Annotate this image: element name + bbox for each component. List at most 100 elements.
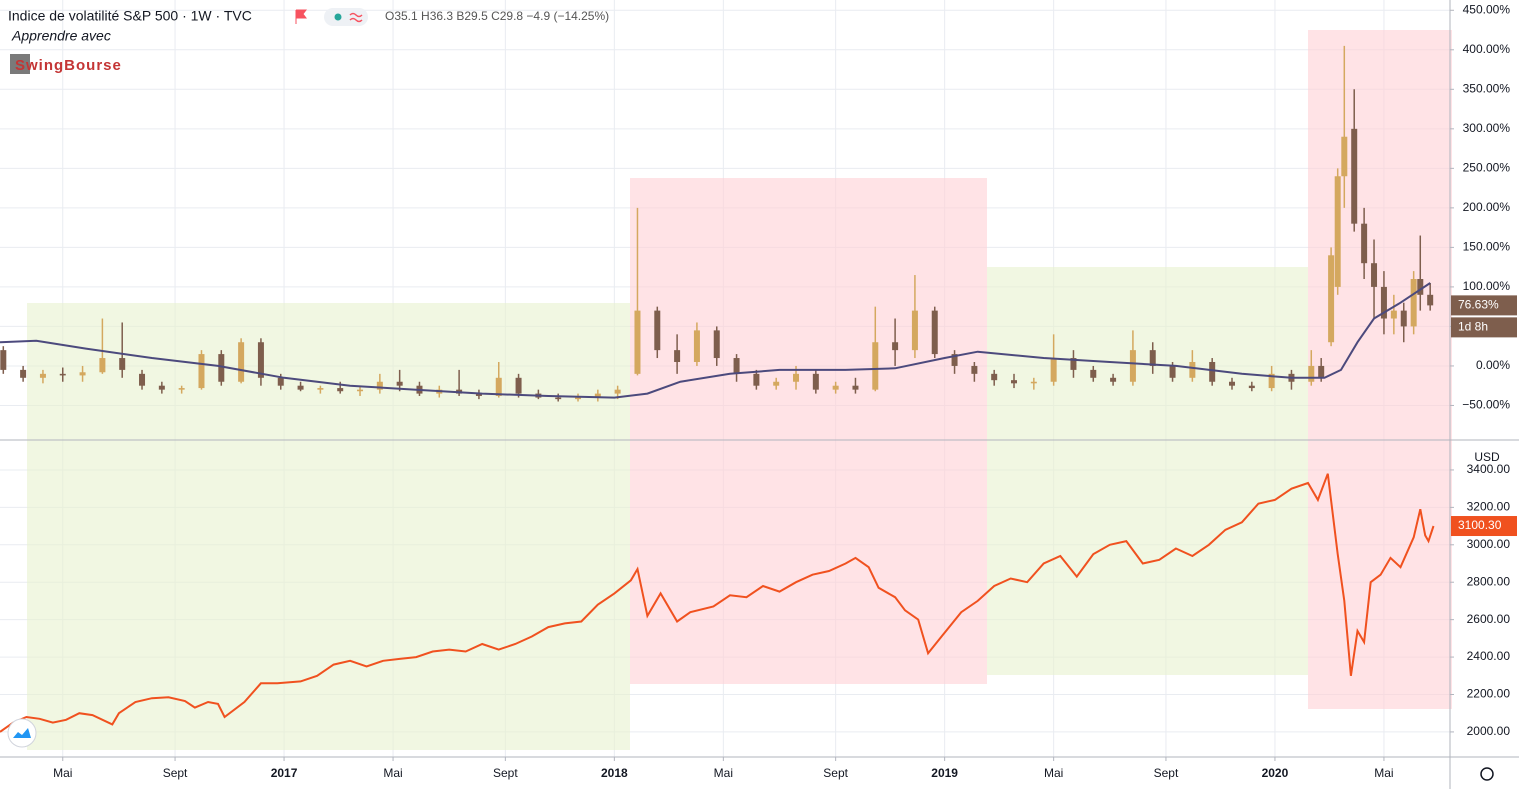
candle-body bbox=[198, 354, 205, 389]
flag-icon[interactable] bbox=[295, 9, 307, 24]
candle-body bbox=[931, 310, 938, 355]
y-tick-label: 3000.00 bbox=[1467, 537, 1511, 551]
candle-body bbox=[0, 350, 7, 370]
x-tick-label: 2020 bbox=[1262, 766, 1289, 780]
candle-body bbox=[376, 381, 383, 390]
candle-body bbox=[951, 354, 958, 366]
x-tick-label: 2017 bbox=[271, 766, 298, 780]
y-tick-label: 350.00% bbox=[1463, 81, 1511, 95]
candle-body bbox=[1308, 365, 1315, 382]
candle-body bbox=[991, 373, 998, 381]
candle-body bbox=[317, 388, 324, 390]
x-tick-label: Sept bbox=[493, 766, 518, 780]
candle-body bbox=[1050, 358, 1057, 382]
candle-body bbox=[555, 397, 562, 400]
candle-body bbox=[515, 377, 522, 394]
y-tick-label: 2200.00 bbox=[1467, 687, 1511, 701]
candle-body bbox=[218, 354, 225, 382]
candle-body bbox=[753, 373, 760, 386]
price-line bbox=[0, 473, 1435, 733]
candle-body bbox=[614, 389, 621, 394]
y-tick-label: 300.00% bbox=[1463, 121, 1511, 135]
candle-body bbox=[1229, 381, 1236, 386]
candle-body bbox=[39, 373, 46, 378]
x-tick-label: Mai bbox=[1044, 766, 1063, 780]
countdown-label-bg bbox=[1451, 317, 1517, 338]
candle-body bbox=[1129, 350, 1136, 382]
candle-body bbox=[1169, 365, 1176, 378]
candle-body bbox=[654, 310, 661, 351]
bear-zone bbox=[630, 178, 987, 684]
candle-body bbox=[257, 342, 264, 378]
candle-body bbox=[475, 393, 482, 396]
x-tick-label: Sept bbox=[1154, 766, 1179, 780]
tv-logo-mark bbox=[13, 728, 31, 738]
candle-body bbox=[238, 342, 245, 382]
y-tick-label: −50.00% bbox=[1462, 398, 1510, 412]
candle-body bbox=[971, 365, 978, 374]
y-tick-label: 400.00% bbox=[1463, 42, 1511, 56]
moving-average-line bbox=[0, 282, 1431, 399]
candle-body bbox=[773, 381, 780, 386]
candle-body bbox=[1361, 223, 1368, 264]
candle-body bbox=[1351, 128, 1358, 224]
tv-logo[interactable] bbox=[7, 718, 37, 748]
y-tick-label: 3200.00 bbox=[1467, 500, 1511, 514]
candle-body bbox=[357, 389, 364, 392]
candle-body bbox=[1318, 365, 1325, 378]
ohlc-readout: O35.1 H36.3 B29.5 C29.8 −4.9 (−14.25%) bbox=[385, 9, 609, 23]
candle-body bbox=[59, 373, 66, 376]
candle-body bbox=[297, 385, 304, 390]
last-value-label: 3100.30 bbox=[1458, 518, 1502, 532]
candle-body bbox=[872, 342, 879, 390]
wave-icon bbox=[349, 12, 363, 23]
marks bbox=[0, 45, 1435, 733]
y-tick-label: 2800.00 bbox=[1467, 574, 1511, 588]
candle-body bbox=[733, 358, 740, 374]
x-tick-label: Sept bbox=[163, 766, 188, 780]
x-tick-label: 2019 bbox=[931, 766, 958, 780]
last-value-label-bg bbox=[1451, 295, 1517, 316]
candle-body bbox=[495, 377, 502, 396]
candle-body bbox=[1209, 361, 1216, 382]
candle-body bbox=[892, 342, 899, 351]
candle-body bbox=[1189, 361, 1196, 378]
candle-body bbox=[693, 330, 700, 362]
candle-body bbox=[139, 373, 146, 386]
candle-body bbox=[1410, 279, 1417, 327]
y-tick-label: 250.00% bbox=[1463, 161, 1511, 175]
candle-body bbox=[1070, 358, 1077, 370]
symbol-title: Indice de volatilité S&P 500 · 1W · TVC bbox=[8, 8, 252, 24]
logo-mark bbox=[10, 54, 30, 74]
candle-body bbox=[812, 373, 819, 390]
candle-body bbox=[1371, 263, 1378, 287]
x-tick-label: Mai bbox=[53, 766, 72, 780]
logo-text: SwingBourse bbox=[15, 57, 122, 74]
y-tick-label: 2600.00 bbox=[1467, 612, 1511, 626]
x-tick-label: Mai bbox=[383, 766, 402, 780]
last-value-label: 76.63% bbox=[1458, 298, 1499, 312]
candle-body bbox=[793, 373, 800, 382]
candle-body bbox=[713, 330, 720, 359]
candle-body bbox=[1400, 310, 1407, 327]
candle-body bbox=[99, 358, 106, 373]
candle-body bbox=[1390, 310, 1397, 319]
candle-body bbox=[178, 388, 185, 390]
candle-body bbox=[911, 310, 918, 351]
y-tick-label: 2000.00 bbox=[1467, 724, 1511, 738]
candle-body bbox=[1011, 380, 1018, 384]
candle-body bbox=[1380, 286, 1387, 319]
candle-body bbox=[119, 358, 126, 370]
candle-body bbox=[277, 377, 284, 386]
candle-body bbox=[1149, 350, 1156, 366]
indicator-pill[interactable] bbox=[324, 8, 368, 26]
x-tick-label: Sept bbox=[823, 766, 848, 780]
y-tick-label: 100.00% bbox=[1463, 279, 1511, 293]
currency-label: USD bbox=[1474, 450, 1500, 464]
candle-body bbox=[594, 393, 601, 398]
y-tick-label: 3400.00 bbox=[1467, 462, 1511, 476]
bull-zone bbox=[987, 267, 1308, 675]
settings-icon[interactable] bbox=[1480, 767, 1494, 781]
